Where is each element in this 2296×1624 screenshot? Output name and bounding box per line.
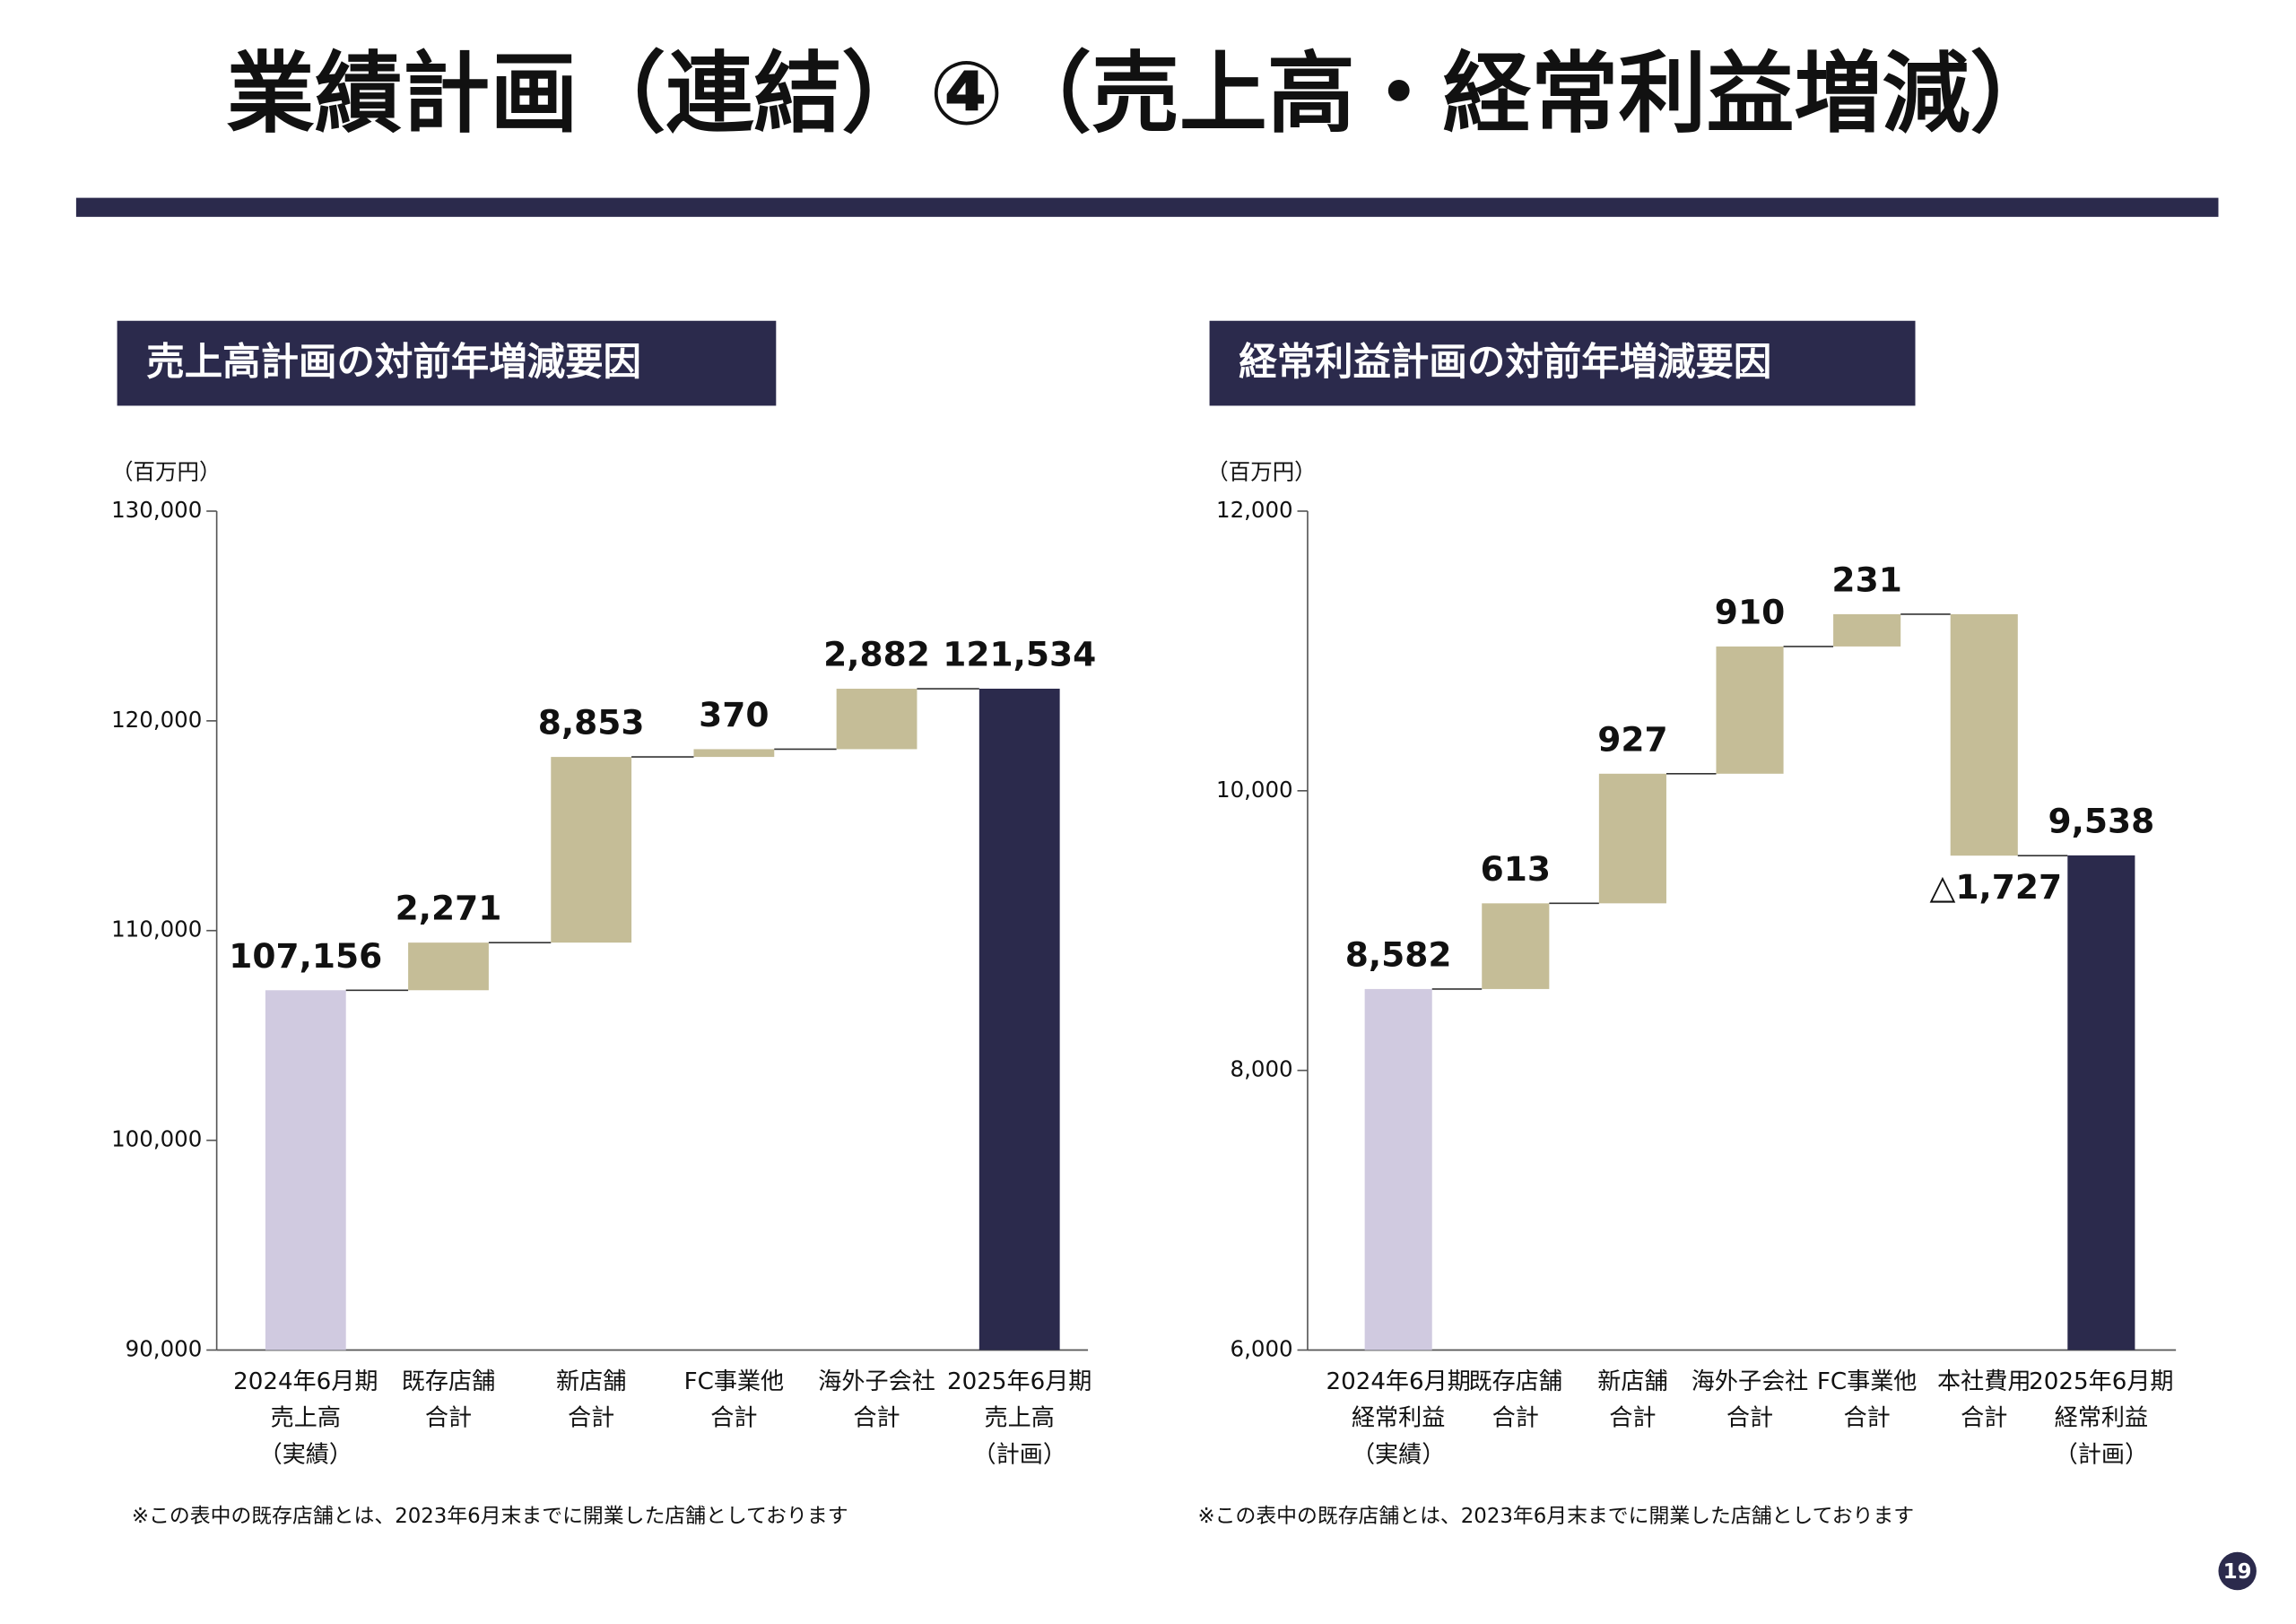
x-tick-label: 経常利益 (2055, 1405, 2148, 1432)
bar (1482, 903, 1550, 989)
value-label: △1,727 (1929, 867, 2062, 907)
value-label: 121,534 (943, 635, 1096, 674)
value-label: 2,271 (396, 889, 502, 928)
value-label: 8,853 (538, 703, 645, 743)
value-label: 613 (1481, 849, 1551, 889)
x-tick-label: 合計 (853, 1405, 900, 1432)
value-label: 231 (1831, 560, 1901, 599)
chart-title: 経常利益計画の対前年増減要因 (1239, 341, 1771, 385)
value-label: 2,882 (823, 635, 930, 674)
x-tick-label: 海外子会社 (1692, 1368, 1809, 1395)
y-tick-label: 12,000 (1216, 497, 1293, 523)
bar (2067, 855, 2135, 1350)
y-tick-label: 90,000 (126, 1335, 203, 1361)
x-tick-label: 新店舗 (556, 1368, 626, 1395)
bar (836, 689, 918, 750)
x-tick-label: 本社費用 (1937, 1368, 2031, 1395)
bar (1833, 613, 1901, 647)
bar (408, 942, 489, 991)
x-tick-label: 合計 (710, 1405, 757, 1432)
bar (1598, 773, 1666, 904)
title-rule (75, 197, 2219, 217)
bar (693, 749, 775, 758)
x-tick-label: 2024年6月期 (233, 1368, 378, 1395)
x-tick-label: 合計 (568, 1405, 614, 1432)
x-tick-label: （実績） (259, 1442, 352, 1469)
y-tick-label: 130,000 (111, 497, 202, 523)
y-tick-label: 10,000 (1216, 777, 1293, 803)
bar (1364, 988, 1432, 1350)
x-tick-label: （計画） (973, 1442, 1066, 1469)
x-tick-label: FC事業他 (1817, 1368, 1918, 1395)
chart-title: 売上高計画の対前年増減要因 (146, 341, 641, 385)
value-label: 107,156 (229, 936, 382, 976)
chart-header (1209, 320, 1916, 406)
x-tick-label: 海外子会社 (818, 1368, 935, 1395)
x-tick-label: 合計 (1961, 1405, 2007, 1432)
x-tick-label: 2024年6月期 (1326, 1368, 1470, 1395)
x-tick-label: 既存店舗 (402, 1368, 495, 1395)
x-tick-label: 合計 (1844, 1405, 1891, 1432)
x-tick-label: 経常利益 (1352, 1405, 1445, 1432)
bar (978, 688, 1060, 1350)
y-tick-label: 8,000 (1231, 1056, 1293, 1082)
slide-title: 業績計画（連結）④（売上高・経常利益増減） (227, 43, 2058, 145)
value-label: 8,582 (1345, 935, 1452, 975)
unit-label: （百万円） (1206, 459, 1316, 485)
y-tick-label: 100,000 (111, 1126, 202, 1152)
x-tick-label: 合計 (1609, 1405, 1656, 1432)
x-tick-label: 合計 (425, 1405, 472, 1432)
y-tick-label: 6,000 (1231, 1335, 1293, 1361)
page-number: 19 (2223, 1560, 2252, 1584)
value-label: 927 (1597, 719, 1667, 759)
x-tick-label: 2025年6月期 (947, 1368, 1091, 1395)
value-label: 370 (699, 695, 769, 734)
x-tick-label: 新店舗 (1597, 1368, 1667, 1395)
chart-header (117, 320, 777, 406)
y-tick-label: 110,000 (111, 916, 202, 942)
unit-label: （百万円） (111, 459, 221, 485)
y-tick-label: 120,000 (111, 707, 202, 733)
x-tick-label: 既存店舗 (1469, 1368, 1562, 1395)
bar (1950, 613, 2018, 856)
bar (551, 757, 632, 943)
x-tick-label: 売上高 (985, 1405, 1055, 1432)
x-tick-label: （実績） (1352, 1442, 1445, 1469)
x-tick-label: 売上高 (271, 1405, 341, 1432)
page-badge (2218, 1551, 2257, 1591)
bar (265, 990, 346, 1350)
x-tick-label: 合計 (1492, 1405, 1539, 1432)
x-tick-label: （計画） (2055, 1442, 2148, 1469)
value-label: 910 (1715, 593, 1785, 632)
x-tick-label: 2025年6月期 (2029, 1368, 2173, 1395)
x-tick-label: FC事業他 (684, 1368, 785, 1395)
x-tick-label: 合計 (1726, 1405, 1773, 1432)
bar (1716, 646, 1784, 774)
value-label: 9,538 (2048, 801, 2154, 840)
footnote: ※この表中の既存店舗とは、2023年6月末までに開業した店舗としております (1198, 1505, 1915, 1528)
footnote: ※この表中の既存店舗とは、2023年6月末までに開業した店舗としております (132, 1505, 848, 1528)
